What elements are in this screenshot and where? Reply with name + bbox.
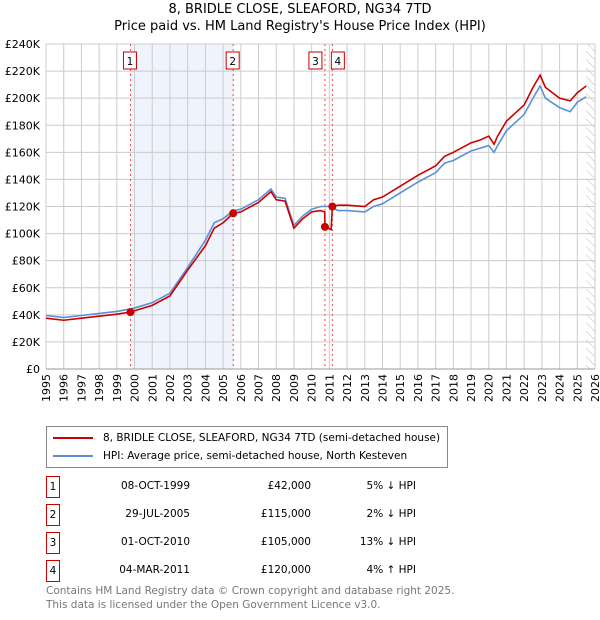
y-tick-label: £140K [5,173,41,186]
x-tick-label: 1996 [58,374,71,402]
x-tick-label: 2020 [483,374,496,402]
y-tick-label: £180K [5,119,41,132]
x-tick-label: 2022 [518,374,531,402]
x-tick-label: 2024 [554,374,567,402]
sale-label-number: 4 [335,56,342,68]
property-price-line [45,73,587,322]
y-tick-label: £100K [5,228,41,241]
chart-subtitle: Price paid vs. HM Land Registry's House … [114,19,486,34]
sale-point [328,202,337,211]
sale-number: 2 [46,504,60,526]
plot-area: 1995 1996 1997 1998 1999 2000 2001 2002 2003 2004… [5,38,600,402]
y-tick-label: £20K [12,336,41,349]
x-tick-label: 1999 [111,374,124,402]
sale-hpi-diff: 5% ↓ HPI [366,480,416,492]
sale-label-number: 2 [229,56,236,68]
chart-title: 8, BRIDLE CLOSE, SLEAFORD, NG34 7TD [168,2,432,17]
x-tick-label: 2026 [589,374,600,402]
x-tick-label: 2000 [129,374,142,402]
sale-number: 1 [46,476,60,498]
hpi-line [45,84,587,319]
x-tick-label: 2006 [235,374,248,402]
legend: 8, BRIDLE CLOSE, SLEAFORD, NG34 7TD (sem… [46,426,448,468]
sale-row: 1 08-OCT-1999 £42,000 5% ↓ HPI [46,476,446,498]
legend-label-property: 8, BRIDLE CLOSE, SLEAFORD, NG34 7TD (sem… [103,432,441,444]
sale-label-box [308,51,323,70]
y-tick-label: £200K [5,92,41,105]
x-tick-label: 2009 [288,374,301,402]
x-tick-label: 2001 [146,374,159,402]
sale-point [229,209,238,218]
x-tick-label: 2013 [359,374,372,402]
y-tick-label: £60K [12,282,41,295]
x-tick-label: 2004 [199,374,212,402]
sale-date: 01-OCT-2010 [121,536,190,548]
y-tick-label: £120K [5,201,41,214]
sale-price: £42,000 [267,480,311,492]
sale-label-box [330,51,345,70]
legend-swatch-hpi [53,455,93,457]
sale-number: 4 [46,560,60,582]
footer-line-2: This data is licensed under the Open Gov… [46,599,381,611]
x-tick-label: 2008 [270,374,283,402]
x-tick-label: 2017 [430,374,443,402]
x-tick-label: 2007 [253,374,266,402]
sale-point [126,308,135,317]
sale-date: 08-OCT-1999 [121,480,190,492]
footer: Contains HM Land Registry data © Crown c… [46,584,454,612]
sale-number: 3 [46,532,60,554]
footer-line-1: Contains HM Land Registry data © Crown c… [46,585,455,597]
sale-hpi-diff: 4% ↑ HPI [366,564,416,576]
x-tick-label: 2014 [376,374,389,402]
y-tick-label: £80K [12,255,41,268]
legend-label-hpi: HPI: Average price, semi-detached house,… [103,450,408,462]
sale-row: 3 01-OCT-2010 £105,000 13% ↓ HPI [46,532,446,554]
sale-row: 4 04-MAR-2011 £120,000 4% ↑ HPI [46,560,446,582]
y-tick-label: £220K [5,65,41,78]
x-tick-label: 2018 [447,374,460,402]
y-tick-label: £160K [5,146,41,159]
x-tick-label: 2016 [412,374,425,402]
x-tick-label: 2005 [217,374,230,402]
x-tick-label: 2021 [500,374,513,402]
y-tick-label: £40K [12,309,41,322]
sale-hpi-diff: 2% ↓ HPI [366,508,416,520]
x-tick-label: 1997 [75,374,88,402]
x-tick-label: 1995 [40,374,53,402]
sale-price: £115,000 [260,508,311,520]
x-tick-label: 2003 [182,374,195,402]
y-tick-label: £0 [26,363,40,376]
x-tick-label: 2012 [341,374,354,402]
x-tick-label: 2023 [536,374,549,402]
sale-date: 04-MAR-2011 [119,564,190,576]
sale-label-number: 3 [312,56,319,68]
sale-label-number: 1 [127,56,134,68]
sale-label-box [225,51,240,70]
legend-swatch-property [53,437,93,439]
sale-hpi-diff: 13% ↓ HPI [359,536,416,548]
x-tick-label: 2002 [164,374,177,402]
sale-label-box [122,51,137,70]
sale-price: £105,000 [260,536,311,548]
x-tick-label: 2011 [323,374,336,402]
x-tick-label: 2015 [394,374,407,402]
x-tick-label: 1998 [93,374,106,402]
x-tick-label: 2019 [465,374,478,402]
sale-price: £120,000 [260,564,311,576]
sale-point [320,222,329,231]
x-tick-label: 2010 [306,374,319,402]
sale-row: 2 29-JUL-2005 £115,000 2% ↓ HPI [46,504,446,526]
y-tick-label: £240K [5,38,41,51]
sale-date: 29-JUL-2005 [125,508,190,520]
x-tick-label: 2025 [571,374,584,402]
